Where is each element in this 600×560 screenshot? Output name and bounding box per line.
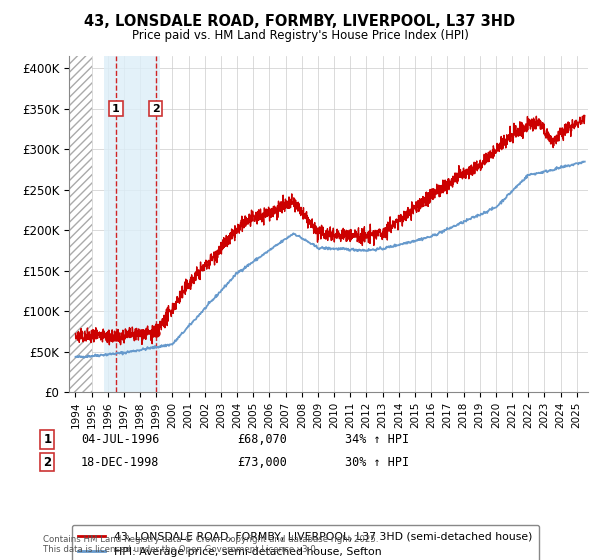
Bar bbox=[104, 56, 160, 392]
Legend: 43, LONSDALE ROAD, FORMBY, LIVERPOOL, L37 3HD (semi-detached house), HPI: Averag: 43, LONSDALE ROAD, FORMBY, LIVERPOOL, L3… bbox=[72, 525, 539, 560]
Text: £68,070: £68,070 bbox=[237, 433, 287, 446]
Text: 30% ↑ HPI: 30% ↑ HPI bbox=[345, 455, 409, 469]
Text: 04-JUL-1996: 04-JUL-1996 bbox=[81, 433, 160, 446]
Bar bbox=[69, 56, 92, 392]
Text: 1: 1 bbox=[43, 433, 52, 446]
Text: 43, LONSDALE ROAD, FORMBY, LIVERPOOL, L37 3HD: 43, LONSDALE ROAD, FORMBY, LIVERPOOL, L3… bbox=[85, 14, 515, 29]
Text: Price paid vs. HM Land Registry's House Price Index (HPI): Price paid vs. HM Land Registry's House … bbox=[131, 29, 469, 42]
Text: 2: 2 bbox=[152, 104, 160, 114]
Text: 34% ↑ HPI: 34% ↑ HPI bbox=[345, 433, 409, 446]
Text: 18-DEC-1998: 18-DEC-1998 bbox=[81, 455, 160, 469]
Text: £73,000: £73,000 bbox=[237, 455, 287, 469]
Text: 2: 2 bbox=[43, 455, 52, 469]
Text: 1: 1 bbox=[112, 104, 120, 114]
Text: Contains HM Land Registry data © Crown copyright and database right 2025.
This d: Contains HM Land Registry data © Crown c… bbox=[43, 535, 379, 554]
